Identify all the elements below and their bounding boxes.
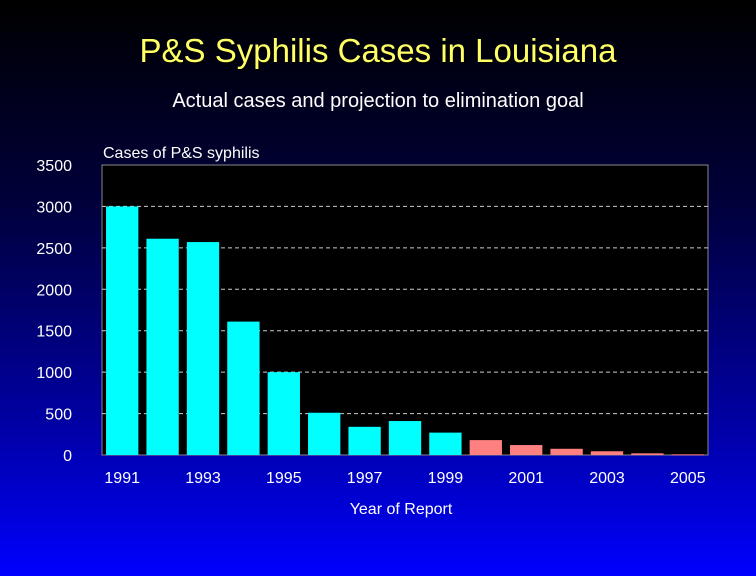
x-tick-label: 2005 [670, 470, 706, 487]
bars [106, 206, 704, 456]
y-tick-label: 500 [45, 407, 72, 424]
bar-1999 [429, 432, 462, 455]
x-tick-label: 1991 [104, 470, 140, 487]
slide-title: P&S Syphilis Cases in Louisiana [139, 32, 617, 69]
y-tick-label: 2500 [36, 241, 72, 258]
y-axis-label: Cases of P&S syphilis [103, 145, 260, 162]
x-tick-label: 1999 [428, 470, 464, 487]
y-tick-label: 2000 [36, 282, 72, 299]
y-tick-label: 3000 [36, 199, 72, 216]
x-tick-label: 1993 [185, 470, 221, 487]
bar-1993 [186, 242, 220, 455]
bar-2004 [631, 453, 664, 455]
bar-1997 [348, 426, 381, 455]
bar-2001 [510, 445, 543, 455]
x-tick-label: 1997 [347, 470, 383, 487]
x-tick-label: 2001 [508, 470, 544, 487]
bar-2000 [469, 440, 502, 455]
x-axis-ticks: 1991 1993 1995 1997 1999 2001 2003 2005 [104, 470, 705, 487]
x-tick-label: 1995 [266, 470, 302, 487]
bar-1994 [227, 321, 260, 455]
y-tick-label: 1000 [36, 365, 72, 382]
bar-1995 [267, 372, 300, 455]
y-tick-label: 1500 [36, 324, 72, 341]
bar-2005 [671, 454, 704, 456]
y-axis-ticks: 0 500 1000 1500 2000 2500 3000 3500 [36, 158, 72, 465]
bar-2002 [550, 448, 583, 455]
bar-1996 [308, 412, 341, 455]
y-tick-label: 0 [63, 448, 72, 465]
bar-1991 [106, 206, 139, 455]
x-tick-label: 2003 [589, 470, 625, 487]
bar-2003 [590, 451, 624, 455]
bar-1998 [388, 421, 422, 455]
slide-subtitle: Actual cases and projection to eliminati… [172, 90, 584, 112]
bar-1992 [146, 238, 179, 455]
y-tick-label: 3500 [36, 158, 72, 175]
x-axis-label: Year of Report [350, 501, 453, 518]
